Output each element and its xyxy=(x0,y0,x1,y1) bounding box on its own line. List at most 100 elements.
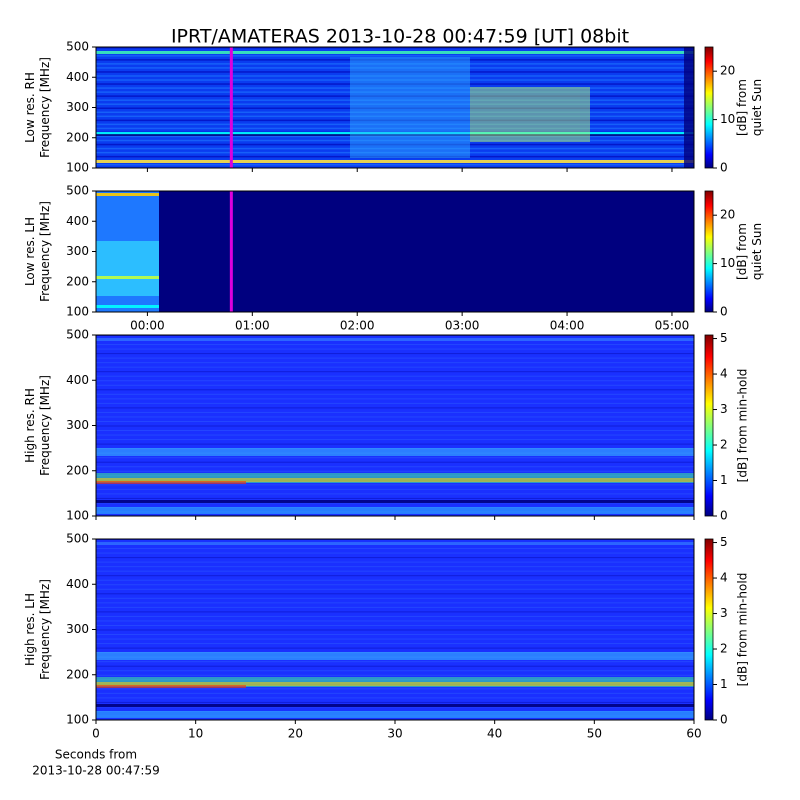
texture-patch xyxy=(96,132,694,135)
y-tick-label: 400 xyxy=(66,70,89,84)
texture-patch xyxy=(96,193,159,196)
spectrogram-texture xyxy=(96,539,694,720)
texture-patch xyxy=(96,75,694,77)
x-tick-label: 60 xyxy=(686,727,701,741)
texture-patch xyxy=(96,481,246,484)
y-tick-label: 100 xyxy=(66,713,89,727)
texture-patch xyxy=(96,389,694,391)
texture-patch xyxy=(96,685,246,688)
x-tick-label: 0 xyxy=(92,727,100,741)
colorbar-tick-label: 1 xyxy=(720,473,728,487)
y-tick-label: 200 xyxy=(66,130,89,144)
texture-patch xyxy=(96,393,694,395)
texture-patch xyxy=(96,305,159,308)
colorbar xyxy=(704,46,714,169)
texture-patch xyxy=(96,682,694,686)
texture-patch xyxy=(96,87,694,89)
texture-patch xyxy=(96,430,694,432)
texture-patch xyxy=(96,478,694,482)
texture-patch xyxy=(96,127,694,130)
y-tick-label: 300 xyxy=(66,622,89,636)
texture-patch xyxy=(96,375,694,377)
texture-patch xyxy=(96,241,159,296)
colorbar-tick-label: 4 xyxy=(720,571,728,585)
texture-patch xyxy=(96,91,694,93)
texture-patch xyxy=(96,362,694,364)
y-axis-label: High res. RH xyxy=(23,388,37,463)
y-tick-label: 100 xyxy=(66,305,89,319)
texture-patch xyxy=(96,665,694,667)
texture-patch xyxy=(96,135,694,138)
texture-patch xyxy=(96,398,694,400)
y-tick-label: 100 xyxy=(66,161,89,175)
texture-patch xyxy=(470,87,590,142)
texture-patch xyxy=(96,661,694,663)
y-axis-label: Frequency [MHz] xyxy=(38,579,52,680)
texture-patch xyxy=(96,701,694,703)
texture-patch xyxy=(96,143,694,146)
texture-patch xyxy=(96,344,694,346)
time-cursor xyxy=(229,191,233,312)
texture-patch xyxy=(96,624,694,626)
texture-patch xyxy=(96,643,694,645)
y-tick-label: 500 xyxy=(66,328,89,342)
colorbar-label: quiet Sun xyxy=(750,223,764,280)
chart-title: IPRT/AMATERAS 2013-10-28 00:47:59 [UT] 0… xyxy=(171,26,629,48)
texture-patch xyxy=(96,71,694,73)
texture-patch xyxy=(96,420,694,422)
texture-patch xyxy=(96,629,694,631)
x-axis-label: Seconds from xyxy=(55,748,137,762)
x-tick-label: 30 xyxy=(387,727,402,741)
texture-patch xyxy=(96,63,694,65)
texture-patch xyxy=(96,652,694,660)
texture-patch xyxy=(96,371,694,373)
colorbar-tick-label: 2 xyxy=(720,642,728,656)
colorbar-label: [dB] from min-hold xyxy=(736,573,750,687)
texture-patch xyxy=(96,99,694,101)
colorbar-label: [dB] from min-hold xyxy=(736,369,750,483)
colorbar-tick-label: 5 xyxy=(720,535,728,549)
colorbar-tick-label: 3 xyxy=(720,606,728,620)
colorbar-label: [dB] from xyxy=(735,79,749,136)
time-cursor xyxy=(229,47,233,168)
colorbar-tick-label: 10 xyxy=(720,256,735,270)
x-tick-label: 50 xyxy=(587,727,602,741)
texture-patch xyxy=(96,134,694,136)
x-tick-label: 10 xyxy=(188,727,203,741)
texture-patch xyxy=(96,548,694,550)
texture-patch xyxy=(684,47,694,168)
texture-patch xyxy=(96,575,694,577)
texture-patch xyxy=(96,443,694,445)
texture-patch xyxy=(96,107,694,109)
texture-patch xyxy=(96,103,694,105)
texture-patch xyxy=(96,470,694,472)
texture-patch xyxy=(96,147,694,150)
texture-patch xyxy=(96,466,694,468)
texture-patch xyxy=(96,366,694,368)
texture-patch xyxy=(96,115,694,118)
y-axis-label: Frequency [MHz] xyxy=(38,201,52,302)
texture-patch xyxy=(96,588,694,590)
y-tick-label: 300 xyxy=(66,100,89,114)
colorbar-tick-label: 10 xyxy=(720,112,735,126)
texture-patch xyxy=(96,674,694,676)
y-axis-label: Frequency [MHz] xyxy=(38,57,52,158)
texture-patch xyxy=(96,151,694,154)
texture-patch xyxy=(96,139,694,142)
y-tick-label: 200 xyxy=(66,667,89,681)
texture-patch xyxy=(96,615,694,617)
spectrogram-texture xyxy=(96,47,694,168)
texture-patch xyxy=(96,557,694,559)
texture-patch xyxy=(96,119,694,122)
texture-patch xyxy=(350,57,470,158)
texture-patch xyxy=(96,652,694,654)
y-tick-label: 400 xyxy=(66,214,89,228)
x-tick-label: 40 xyxy=(487,727,502,741)
texture-patch xyxy=(96,606,694,608)
texture-patch xyxy=(96,688,694,690)
x-axis-label: 2013-10-28 00:47:59 xyxy=(32,764,159,778)
texture-patch xyxy=(96,434,694,436)
y-tick-label: 100 xyxy=(66,509,89,523)
texture-patch xyxy=(96,67,694,69)
texture-patch xyxy=(96,542,694,545)
